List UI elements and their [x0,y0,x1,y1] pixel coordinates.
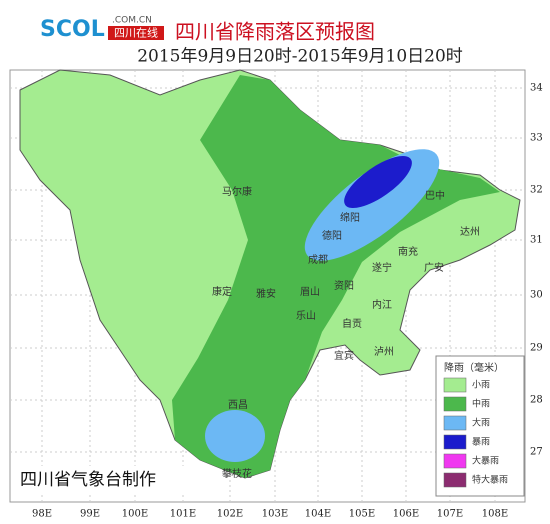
latitude-label: 30 [530,290,543,301]
city-label: 宜宾 [334,349,354,362]
legend-swatch [443,377,467,393]
longitude-label: 107E [437,509,463,520]
city-label: 自贡 [342,317,362,330]
city-label: 广安 [424,261,444,274]
city-label: 资阳 [334,280,354,292]
longitude-label: 99E [80,509,100,520]
city-label: 德阳 [322,229,342,242]
legend-label: 大暴雨 [472,455,499,467]
longitude-label: 102E [217,509,243,520]
longitude-label: 104E [305,509,331,520]
city-label: 巴中 [425,189,445,202]
city-label: 达州 [460,226,480,238]
latitude-labels: 34 33 32 31 30 29 28 27 [530,83,543,458]
latitude-label: 31 [530,235,543,246]
city-label: 绵阳 [340,211,360,224]
city-label: 乐山 [296,310,316,322]
city-label: 遂宁 [372,261,392,274]
rain-area-heavy-south [205,410,265,462]
legend-label: 特大暴雨 [472,474,508,486]
legend-label: 中雨 [472,398,490,410]
latitude-label: 32 [530,185,543,196]
legend-label: 小雨 [472,380,490,391]
city-label: 南充 [398,245,418,258]
city-label: 泸州 [374,346,394,358]
city-label: 成都 [308,254,328,266]
city-label: 眉山 [300,286,320,298]
latitude-label: 28 [530,395,543,406]
footer: 四川省气象台制作 [20,470,156,490]
legend-title: 降雨（毫米） [444,361,504,374]
map-title: 四川省降雨落区预报图 [175,20,375,44]
legend-swatch [443,415,467,431]
longitude-label: 108E [482,509,508,520]
logo-badge [108,26,164,40]
longitude-labels: 98E 99E 100E 101E 102E 103E 104E 105E 10… [32,509,508,520]
longitude-label: 106E [393,509,419,520]
city-labels: 马尔康 绵阳 德阳 成都 巴中 达州 南充 遂宁 广安 康定 雅安 眉山 资阳 … [212,185,480,480]
logo: SCOL [40,17,105,42]
latitude-label: 29 [530,343,543,354]
city-label: 西昌 [228,399,248,411]
legend-label: 暴雨 [472,437,490,448]
longitude-label: 101E [170,509,196,520]
legend-swatch [443,434,467,450]
logo-name: 四川在线 [114,26,158,40]
footer-box [14,466,192,492]
city-label: 雅安 [256,287,276,300]
latitude-label: 34 [530,83,543,94]
city-label: 攀枝花 [222,467,252,480]
logo-domain: .COM.CN [112,16,152,26]
longitude-label: 105E [349,509,375,520]
latitude-label: 33 [530,133,543,144]
legend-swatch [443,472,467,488]
legend-swatch [443,453,467,469]
rain-area-storm [344,155,412,209]
map-subtitle: 2015年9月9日20时-2015年9月10日20时 [137,47,463,67]
rain-area-heavy [304,149,440,261]
city-label: 康定 [212,285,232,298]
longitude-label: 100E [122,509,148,520]
city-label: 马尔康 [222,185,252,198]
legend-label: 大雨 [472,417,490,429]
longitude-label: 103E [262,509,288,520]
legend-swatch [443,396,467,412]
latitude-label: 27 [530,447,543,458]
longitude-label: 98E [32,509,52,520]
city-label: 内江 [372,298,392,311]
